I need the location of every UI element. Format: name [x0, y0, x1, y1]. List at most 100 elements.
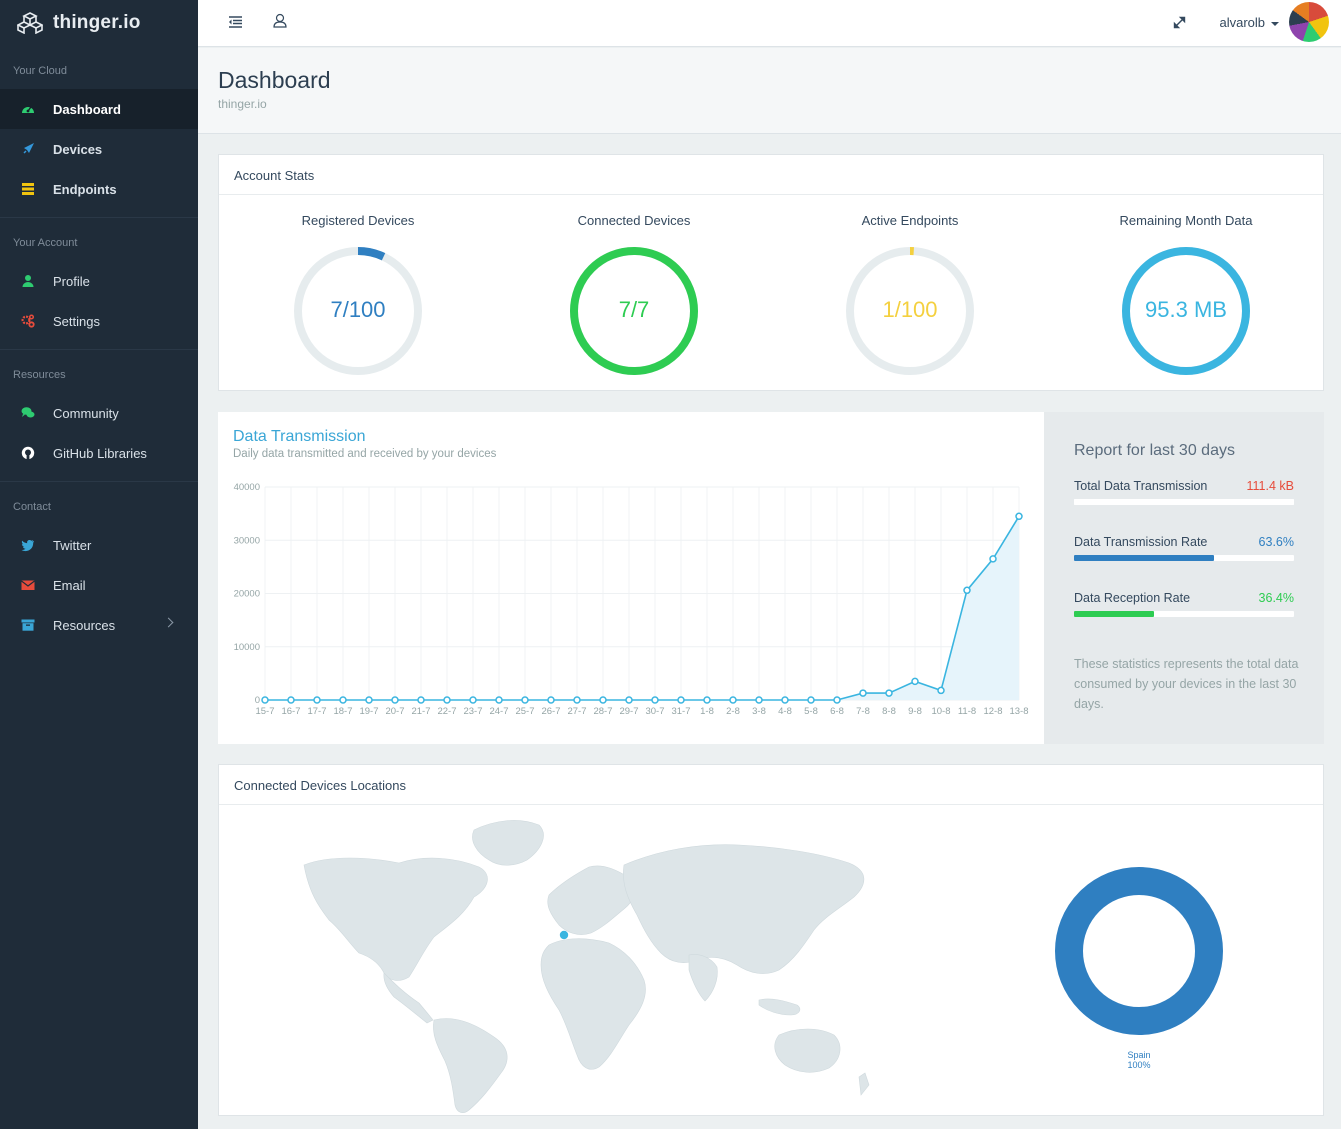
data-point[interactable]: [807, 696, 815, 704]
fullscreen-icon[interactable]: [1173, 16, 1186, 29]
x-tick-label: 17-7: [307, 706, 326, 717]
x-tick-label: 6-8: [830, 706, 844, 717]
user-menu[interactable]: alvarolb: [1219, 15, 1279, 30]
sidebar-item-profile[interactable]: Profile: [0, 261, 198, 301]
map-region-north-america: [303, 857, 488, 981]
data-point[interactable]: [911, 677, 919, 686]
y-tick-label: 20000: [234, 589, 260, 600]
data-point[interactable]: [963, 586, 971, 595]
report-panel: Report for last 30 days Total Data Trans…: [1044, 412, 1324, 744]
donut-slice-spain[interactable]: [1055, 867, 1223, 1035]
brand[interactable]: thinger.io: [0, 0, 198, 46]
sidebar-item-github[interactable]: GitHub Libraries: [0, 433, 198, 473]
user-outline-icon[interactable]: [273, 13, 287, 28]
sidebar-item-community[interactable]: Community: [0, 393, 198, 433]
x-tick-label: 2-8: [726, 706, 740, 717]
panel-title: Connected Devices Locations: [219, 765, 1323, 805]
data-point[interactable]: [573, 696, 581, 704]
data-point[interactable]: [313, 696, 321, 704]
device-location-marker[interactable]: [559, 930, 569, 940]
sidebar-item-resources[interactable]: Resources: [0, 605, 198, 645]
envelope-icon: [21, 580, 35, 590]
data-point[interactable]: [703, 696, 711, 704]
gauge-fill: [846, 247, 974, 375]
sidebar-item-endpoints[interactable]: Endpoints: [0, 169, 198, 209]
section-title-account: Your Account: [13, 237, 78, 249]
gauge-fill: [1122, 247, 1250, 375]
data-point[interactable]: [495, 696, 503, 704]
x-tick-label: 26-7: [541, 706, 560, 717]
account-stats-panel: Account Stats Registered Devices 7/100 Con…: [218, 154, 1324, 391]
progress-bar: [1074, 555, 1294, 561]
x-tick-label: 13-8: [1009, 706, 1028, 717]
chart-subtitle: Daily data transmitted and received by y…: [233, 448, 497, 460]
sidebar-item-label: Resources: [53, 617, 116, 633]
x-tick-label: 27-7: [567, 706, 586, 717]
data-point[interactable]: [443, 696, 451, 704]
report-row: Data Reception Rate 36.4%: [1074, 591, 1294, 617]
data-point[interactable]: [417, 696, 425, 704]
data-point[interactable]: [365, 696, 373, 704]
locations-panel: Connected Devices Locations: [218, 764, 1324, 1116]
data-point[interactable]: [521, 696, 529, 704]
x-tick-label: 24-7: [489, 706, 508, 717]
sidebar-divider: [0, 481, 198, 482]
section-title-cloud: Your Cloud: [13, 65, 68, 77]
map-region-asia: [623, 844, 865, 974]
sidebar-item-devices[interactable]: Devices: [0, 129, 198, 169]
menu-toggle-icon[interactable]: [228, 16, 243, 28]
x-tick-label: 5-8: [804, 706, 818, 717]
x-tick-label: 30-7: [645, 706, 664, 717]
x-tick-label: 31-7: [671, 706, 690, 717]
stat-value: 7/7: [618, 297, 650, 322]
stat-card: Connected Devices 7/7: [534, 213, 734, 377]
data-point[interactable]: [833, 696, 841, 704]
sidebar-item-label: Twitter: [53, 537, 92, 553]
x-tick-label: 1-8: [700, 706, 714, 717]
cubes-logo-icon: [17, 12, 43, 34]
sidebar: thinger.io Your Cloud Dashboard Devices …: [0, 0, 198, 1129]
username: alvarolb: [1219, 15, 1265, 30]
data-point[interactable]: [339, 696, 347, 704]
stat-ring: 7/7: [568, 245, 700, 377]
top-bar: alvarolb: [198, 0, 1341, 47]
data-point[interactable]: [391, 696, 399, 704]
country-percent: 100%: [1127, 1060, 1151, 1070]
data-point[interactable]: [287, 696, 295, 704]
data-point[interactable]: [651, 696, 659, 704]
data-point[interactable]: [781, 696, 789, 704]
data-point[interactable]: [677, 696, 685, 704]
data-point[interactable]: [989, 555, 997, 563]
sidebar-item-email[interactable]: Email: [0, 565, 198, 605]
sidebar-item-twitter[interactable]: Twitter: [0, 525, 198, 565]
x-tick-label: 16-7: [281, 706, 300, 717]
report-row: Total Data Transmission 111.4 kB: [1074, 479, 1294, 505]
gears-icon: [21, 314, 35, 328]
data-point[interactable]: [261, 696, 269, 704]
data-point[interactable]: [625, 696, 633, 704]
stat-gauge: [570, 247, 698, 375]
data-point[interactable]: [729, 696, 737, 704]
user-icon: [22, 275, 34, 287]
map-region-new-zealand: [858, 1072, 870, 1096]
avatar[interactable]: [1289, 2, 1329, 42]
sidebar-item-settings[interactable]: Settings: [0, 301, 198, 341]
sidebar-item-label: GitHub Libraries: [53, 445, 147, 461]
series-line: [265, 515, 1020, 701]
sidebar-item-dashboard[interactable]: Dashboard: [0, 89, 198, 129]
data-point[interactable]: [859, 689, 867, 697]
gauge-fill: [294, 247, 422, 375]
data-point[interactable]: [755, 696, 763, 704]
x-tick-label: 21-7: [411, 706, 430, 717]
world-map[interactable]: [219, 805, 1325, 1115]
data-point[interactable]: [547, 696, 555, 704]
sidebar-item-label: Devices: [53, 141, 103, 157]
stat-gauge: [846, 247, 974, 375]
comments-icon: [21, 407, 35, 418]
data-point[interactable]: [469, 696, 477, 704]
data-point[interactable]: [885, 689, 893, 697]
page-subtitle: thinger.io: [218, 97, 267, 111]
data-point[interactable]: [599, 696, 607, 704]
data-point[interactable]: [1015, 512, 1023, 521]
data-point[interactable]: [937, 686, 945, 695]
